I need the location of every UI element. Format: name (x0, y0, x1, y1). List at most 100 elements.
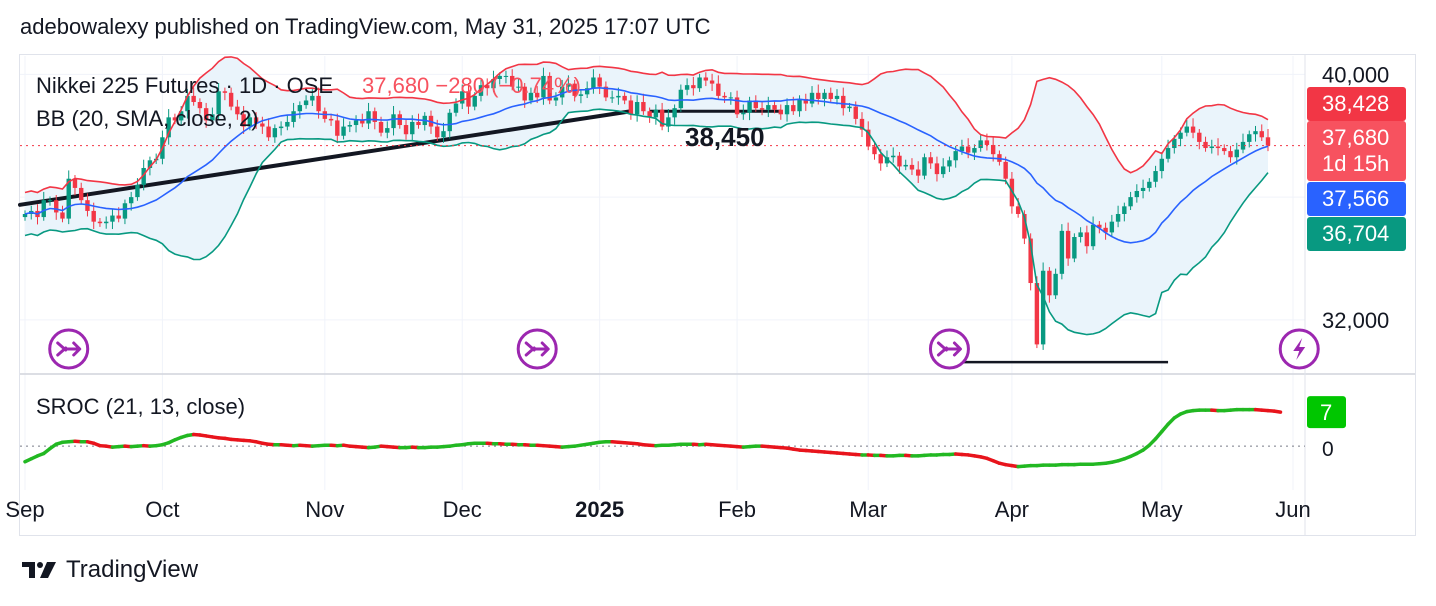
candle-body (528, 92, 534, 101)
candle-body (1203, 141, 1208, 149)
candle-body (1178, 132, 1183, 139)
candle-body (897, 155, 902, 167)
candle-body (516, 86, 521, 88)
candle-body (1259, 131, 1264, 138)
price-label: 38,428 (1322, 91, 1389, 116)
x-tick-label: Oct (145, 497, 179, 522)
x-tick-label: Mar (849, 497, 887, 522)
candle-body (978, 140, 983, 149)
ohlc-legend: 37,680 −280 (−0.74%) (362, 73, 581, 98)
candle-body (1209, 146, 1214, 149)
candle-body (853, 106, 858, 119)
candle-body (722, 95, 727, 98)
candle-body (1065, 230, 1071, 259)
candle-body (741, 112, 746, 115)
candle-body (22, 214, 28, 218)
candle-body (990, 144, 996, 155)
candle-body (391, 114, 396, 129)
x-tick-label: Sep (5, 497, 44, 522)
candle-body (54, 200, 59, 213)
candle-body (522, 86, 527, 101)
candle-body (859, 118, 865, 130)
candle-body (1253, 131, 1258, 135)
candle-body (1097, 224, 1102, 228)
candle-body (1165, 148, 1171, 159)
candle-body (1215, 146, 1221, 149)
candle-body (784, 105, 790, 115)
candle-body (378, 121, 384, 133)
candle-body (909, 164, 915, 170)
candle-body (1228, 151, 1233, 158)
candle-body (809, 92, 815, 104)
candle-body (128, 197, 134, 204)
candle-body (328, 118, 334, 121)
candle-body (1122, 206, 1127, 214)
candle-body (1222, 148, 1227, 152)
candle-body (297, 105, 303, 112)
candle-body (97, 221, 103, 224)
candle-body (947, 160, 952, 167)
candle-body (1247, 134, 1252, 142)
candle-body (1115, 214, 1121, 222)
candle-body (1015, 206, 1021, 214)
y-tick-label: 40,000 (1322, 62, 1389, 87)
tradingview-logo-icon[interactable] (20, 558, 60, 582)
candle-body (66, 178, 71, 219)
candle-body (310, 95, 315, 101)
candle-body (803, 98, 808, 104)
candle-body (709, 80, 715, 84)
candle-body (372, 111, 377, 122)
candle-body (541, 75, 546, 98)
candle-body (60, 212, 65, 219)
candle-body (435, 126, 440, 138)
candle-body (360, 120, 365, 124)
candle-body (891, 155, 896, 158)
candle-body (235, 106, 240, 115)
footer: TradingView (20, 556, 198, 584)
candle-body (1103, 227, 1108, 233)
price-label-box (1307, 217, 1406, 251)
candle-body (497, 75, 502, 80)
countdown-label: 1d 15h (1322, 151, 1389, 176)
candle-body (272, 128, 278, 138)
candle-body (1234, 149, 1239, 158)
candle-body (766, 105, 771, 110)
candle-body (216, 91, 221, 115)
candle-body (534, 92, 540, 98)
candle-body (416, 121, 421, 126)
candle-body (1240, 141, 1246, 150)
candle-body (141, 167, 146, 185)
candle-body (591, 77, 596, 89)
candle-body (260, 123, 265, 127)
candle-body (210, 114, 215, 121)
tradingview-brand[interactable]: TradingView (66, 556, 199, 583)
dividend-icon (48, 328, 90, 370)
candle-body (447, 112, 452, 132)
candle-body (335, 120, 340, 136)
candle-body (647, 111, 652, 118)
candle-body (828, 92, 833, 99)
candle-body (953, 151, 958, 161)
sroc-zero-tick: 0 (1322, 438, 1334, 461)
candle-body (753, 100, 759, 109)
candle-body (247, 117, 253, 127)
candle-body (185, 95, 190, 112)
candle-body (79, 187, 84, 201)
chart-frame (19, 54, 1416, 536)
candle-body (303, 100, 309, 106)
candle-body (1078, 232, 1083, 238)
candle-body (703, 77, 709, 81)
candle-body (928, 157, 933, 164)
candle-body (778, 109, 783, 115)
candle-body (734, 97, 740, 115)
sroc-value-box (1307, 396, 1346, 429)
candle-body (922, 157, 927, 176)
x-tick-label: May (1141, 497, 1183, 522)
candle-body (622, 95, 627, 101)
candle-body (934, 163, 940, 175)
candle-body (747, 100, 752, 113)
chart-title: Nikkei 225 Futures · 1D · OSE (36, 73, 333, 98)
candle-body (135, 184, 140, 198)
candle-body (1053, 273, 1058, 296)
